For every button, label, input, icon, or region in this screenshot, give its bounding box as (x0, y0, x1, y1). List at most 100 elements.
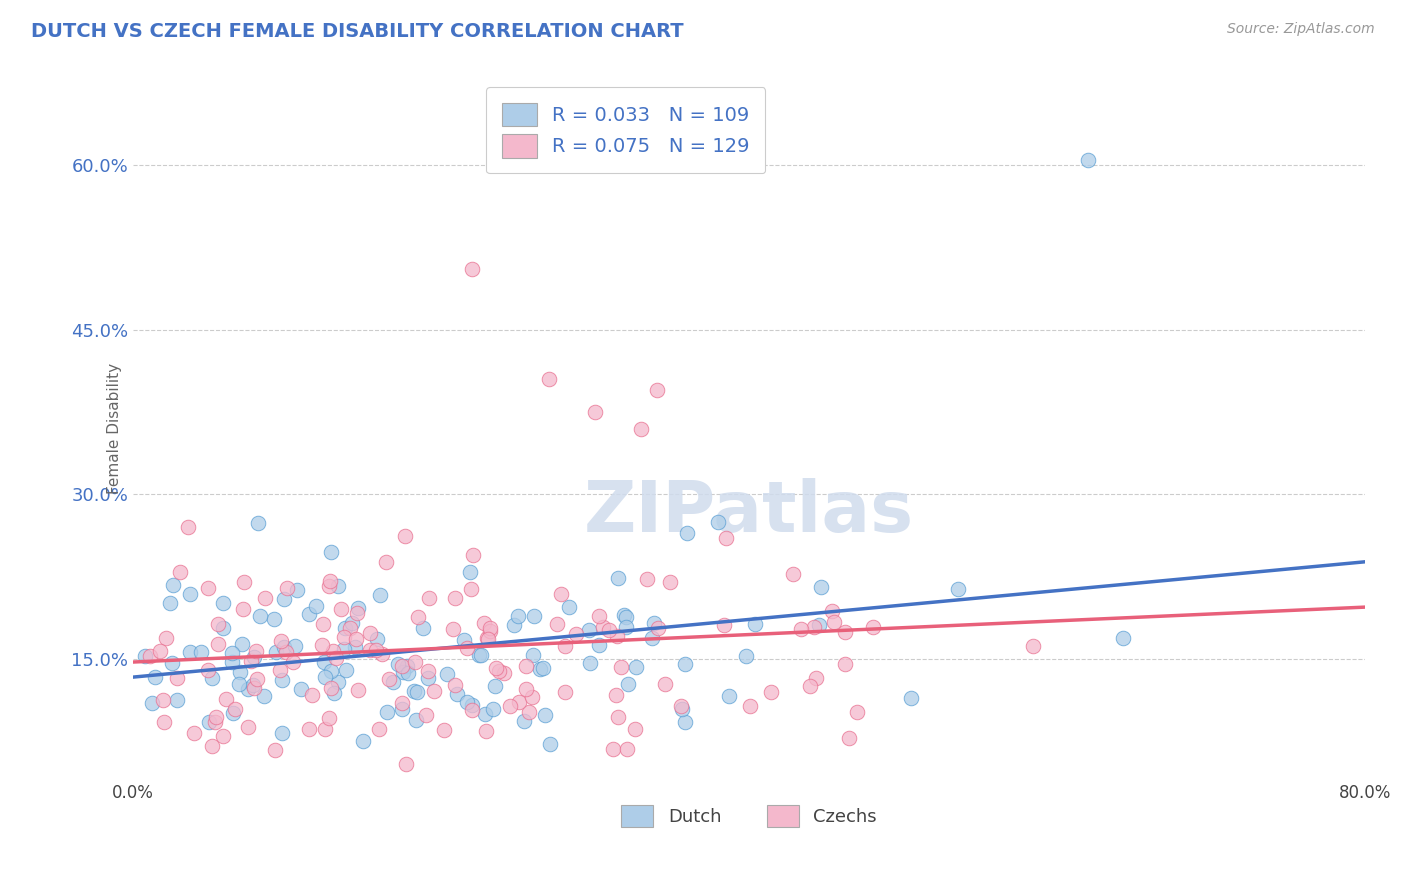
Point (673, 657, 696, 671)
Point (149, 644, 172, 658)
Point (846, 705, 869, 719)
Point (477, 632, 499, 647)
Point (326, 675, 349, 690)
Point (714, 531, 737, 545)
Point (246, 672, 269, 686)
Point (243, 650, 266, 665)
Point (823, 615, 845, 629)
Point (228, 677, 250, 691)
Point (352, 734, 374, 748)
Point (515, 682, 537, 697)
Text: DUTCH VS CZECH FEMALE DISABILITY CORRELATION CHART: DUTCH VS CZECH FEMALE DISABILITY CORRELA… (31, 22, 683, 41)
Point (418, 664, 440, 678)
Point (246, 516, 269, 530)
Point (458, 565, 481, 579)
Point (319, 545, 342, 559)
Point (515, 659, 537, 673)
Legend: Dutch, Czechs: Dutch, Czechs (614, 797, 884, 834)
Point (673, 714, 696, 729)
Point (368, 722, 391, 736)
Point (264, 743, 287, 757)
Point (803, 620, 825, 634)
Point (406, 610, 429, 624)
Point (461, 262, 484, 277)
Point (614, 610, 637, 624)
Point (598, 623, 620, 637)
Point (179, 645, 201, 659)
Point (281, 655, 304, 669)
Point (470, 648, 492, 662)
Point (404, 683, 426, 698)
Point (523, 609, 546, 624)
Point (529, 662, 551, 676)
Point (404, 655, 426, 669)
Point (533, 707, 555, 722)
Point (377, 705, 399, 719)
Point (647, 621, 669, 635)
Point (322, 644, 344, 658)
Point (153, 714, 176, 729)
Point (141, 696, 163, 710)
Point (738, 698, 761, 713)
Point (155, 631, 177, 645)
Point (347, 601, 370, 615)
Point (441, 622, 464, 636)
Point (484, 679, 506, 693)
Point (658, 575, 681, 590)
Point (613, 608, 636, 623)
Point (215, 691, 238, 706)
Point (319, 574, 342, 588)
Point (616, 742, 638, 756)
Point (578, 623, 600, 637)
Point (238, 681, 260, 696)
Point (588, 609, 610, 624)
Point (190, 645, 212, 659)
Point (654, 677, 676, 691)
Point (233, 574, 256, 589)
Point (166, 671, 188, 685)
Point (378, 673, 401, 687)
Point (270, 726, 292, 740)
Point (318, 711, 340, 725)
Point (204, 714, 226, 729)
Point (804, 671, 827, 685)
Point (212, 621, 235, 635)
Point (506, 609, 529, 624)
Point (169, 565, 191, 579)
Point (554, 640, 576, 654)
Point (333, 641, 356, 656)
Point (222, 706, 245, 721)
Point (391, 702, 413, 716)
Point (565, 627, 588, 641)
Point (508, 695, 530, 709)
Point (298, 722, 321, 736)
Point (446, 687, 468, 701)
Point (290, 682, 312, 697)
Point (531, 661, 554, 675)
Point (474, 724, 496, 739)
Text: Source: ZipAtlas.com: Source: ZipAtlas.com (1227, 22, 1375, 37)
Point (301, 688, 323, 702)
Point (478, 622, 501, 636)
Point (253, 591, 276, 606)
Point (834, 624, 856, 639)
Point (630, 421, 652, 435)
Point (339, 621, 361, 635)
Point (245, 644, 267, 658)
Point (394, 529, 416, 543)
Point (416, 671, 439, 685)
Point (838, 731, 860, 745)
Point (236, 720, 259, 734)
Point (166, 693, 188, 707)
Point (636, 572, 658, 586)
Point (198, 714, 221, 729)
Point (671, 699, 693, 714)
Point (249, 609, 271, 624)
Point (676, 525, 699, 540)
Point (314, 670, 336, 684)
Point (436, 667, 458, 681)
Point (610, 659, 633, 673)
Point (488, 664, 510, 678)
Point (624, 722, 647, 736)
Point (396, 665, 419, 680)
